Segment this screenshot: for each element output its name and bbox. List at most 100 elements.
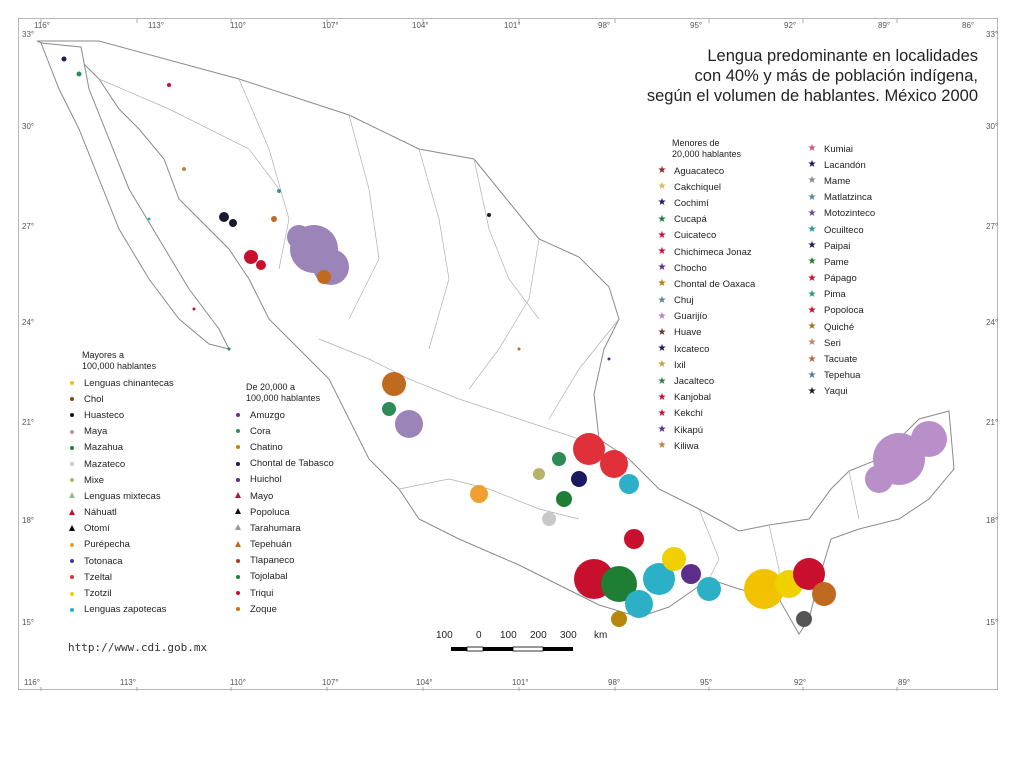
legend-item: Totonaca (66, 553, 174, 569)
star-icon: ★ (657, 246, 667, 258)
triangle-icon (232, 523, 244, 533)
legend-item-label: Kiliwa (674, 440, 699, 452)
legend-medios-items: Amuzgo Cora Chatino Chontal de Tabasco Huich… (232, 407, 334, 617)
star-icon: ★ (807, 224, 817, 236)
star-icon: ★ (657, 213, 667, 225)
legend-item: Chol (66, 391, 174, 407)
legend-menores-column-1: ★ Aguacateco ★ Cakchiquel ★ Cochimí ★ Cucapá ★ Cu… (656, 163, 806, 454)
legend-item-label: Aguacateco (674, 165, 725, 177)
triangle-icon (66, 524, 78, 534)
legend-item-label: Popoluca (250, 506, 290, 518)
legend-item-label: Cucapá (674, 214, 707, 226)
coordinate-tick-label: 33° (986, 30, 999, 39)
scale-bar-graphic (451, 646, 573, 652)
legend-medios-heading-1: De 20,000 a (246, 382, 296, 392)
legend-item: Tzotzil (66, 585, 174, 601)
star-icon: ★ (657, 294, 667, 306)
coordinate-tick-label: 15° (22, 618, 35, 627)
legend-item-label: Pame (824, 256, 849, 268)
legend-item-label: Guarijío (674, 311, 708, 323)
coordinate-tick-label: 27° (22, 222, 35, 231)
oaxaca-clusters (574, 529, 721, 627)
mayo-cluster (244, 250, 266, 270)
dot-icon (66, 410, 78, 420)
legend-item: ★ Mame (806, 173, 875, 189)
legend-item-label: Popoloca (824, 305, 864, 317)
legend-item: Huasteco (66, 407, 174, 423)
source-url: http://www.cdi.gob.mx (68, 641, 208, 654)
coordinate-tick-label: 21° (986, 418, 999, 427)
star-icon: ★ (657, 375, 667, 387)
legend-item: ★ Paipai (806, 238, 875, 254)
legend-item: Huichol (232, 472, 334, 488)
coordinate-tick-label: 86° (962, 21, 975, 30)
legend-item-label: Ocuilteco (824, 224, 864, 236)
legend-item-label: Zoque (250, 603, 277, 615)
scattered-points (61, 56, 611, 361)
legend-item: Tepehuán (232, 537, 334, 553)
triangle-icon (66, 508, 78, 518)
dot-icon (66, 589, 78, 599)
legend-item: Zoque (232, 601, 334, 617)
star-icon: ★ (657, 262, 667, 274)
dot-icon (66, 475, 78, 485)
huichol-cluster (395, 410, 423, 438)
star-icon: ★ (657, 391, 667, 403)
tepehuan-cluster (317, 270, 331, 284)
coordinate-tick-label: 89° (898, 678, 911, 687)
coordinate-tick-label: 101° (512, 678, 529, 687)
legend-item: ★ Kiliwa (656, 438, 806, 454)
legend-item-label: Lenguas mixtecas (84, 490, 161, 502)
legend-item-label: Tepehuán (250, 539, 292, 551)
legend-item-label: Tzeltal (84, 571, 112, 583)
dot-icon (232, 442, 244, 452)
legend-item-label: Tojolabal (250, 571, 288, 583)
legend-item: ★ Chontal de Oaxaca (656, 276, 806, 292)
legend-item-label: Ixil (674, 359, 686, 371)
coordinate-tick-label: 113° (120, 678, 136, 687)
legend-item-label: Tlapaneco (250, 555, 295, 567)
legend-item: Mazateco (66, 456, 174, 472)
triangle-icon (232, 491, 244, 501)
dot-icon (66, 394, 78, 404)
star-icon: ★ (657, 278, 667, 290)
dot-icon (232, 556, 244, 566)
coordinate-tick-label: 107° (322, 678, 339, 687)
dot-icon (232, 572, 244, 582)
legend-item: ★ Jacalteco (656, 373, 806, 389)
scale-bar-label: 0 (476, 630, 482, 641)
legend-item: Maya (66, 424, 174, 440)
dot-icon (232, 426, 244, 436)
legend-item-label: Mame (824, 175, 851, 187)
star-icon: ★ (657, 424, 667, 436)
legend-item: ★ Matlatzinca (806, 190, 875, 206)
scale-bar-label: 200 (530, 630, 547, 641)
scale-bar-label: 100 (500, 630, 517, 641)
dot-icon (66, 459, 78, 469)
legend-item: ★ Yaqui (806, 384, 875, 400)
coordinate-tick-label: 30° (986, 122, 999, 131)
legend-item-label: Tzotzil (84, 588, 112, 600)
scale-bar-label: 100 (436, 630, 453, 641)
star-icon: ★ (807, 272, 817, 284)
legend-item: Chatino (232, 439, 334, 455)
title-line-2: con 40% y más de población indígena, (694, 67, 978, 85)
title-line-3: según el volumen de hablantes. México 20… (646, 87, 978, 105)
legend-item: Chontal de Tabasco (232, 456, 334, 472)
legend-menores: Menores de 20,000 hablantes ★ Aguacateco ★… (656, 138, 876, 454)
legend-item-label: Yaqui (824, 386, 848, 398)
map-canvas (36, 19, 955, 691)
legend-item-label: Seri (824, 337, 841, 349)
star-icon: ★ (807, 369, 817, 381)
star-icon: ★ (657, 229, 667, 241)
star-icon: ★ (807, 353, 817, 365)
coordinate-tick-label: 98° (608, 678, 621, 687)
legend-item: ★ Huave (656, 325, 806, 341)
legend-item-label: Mazateco (84, 458, 126, 470)
legend-item-label: Chontal de Tabasco (250, 458, 334, 470)
star-icon: ★ (657, 326, 667, 338)
legend-item: ★ Cuicateco (656, 228, 806, 244)
star-icon: ★ (807, 143, 817, 155)
dot-icon (232, 604, 244, 614)
coordinate-tick-label: 116° (24, 678, 40, 687)
